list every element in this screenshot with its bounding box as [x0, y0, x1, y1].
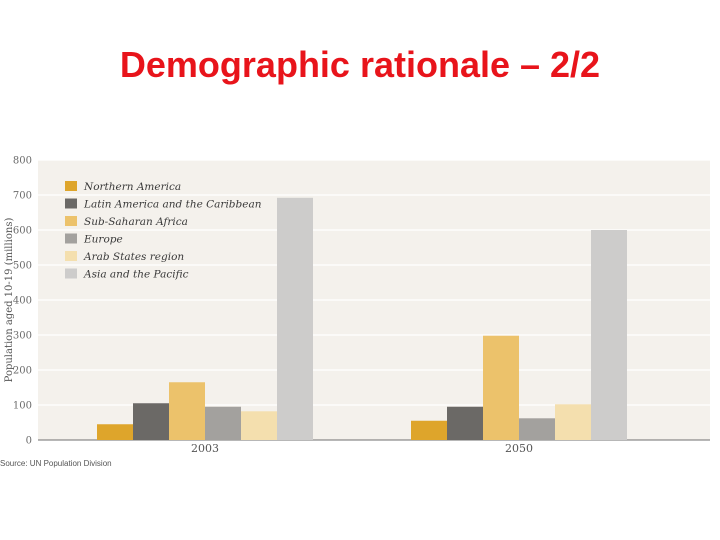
legend-swatch — [65, 216, 77, 226]
bar — [205, 406, 241, 440]
y-axis-label: Population aged 10-19 (millions) — [4, 218, 15, 383]
bar — [241, 411, 277, 440]
bars — [97, 197, 627, 440]
bar — [519, 418, 555, 440]
legend-swatch — [65, 233, 77, 244]
bar — [133, 403, 169, 440]
y-tick-label: 600 — [13, 226, 32, 237]
bar — [555, 404, 591, 440]
source-note: Source: UN Population Division — [0, 459, 112, 468]
legend-label: Sub-Saharan Africa — [84, 216, 188, 228]
bar — [97, 424, 133, 440]
legend: Northern America Latin America and the Ca… — [65, 181, 262, 281]
y-tick-label: 400 — [13, 296, 32, 307]
bar — [591, 230, 627, 440]
x-category-label: 2050 — [505, 442, 533, 455]
bar — [277, 197, 313, 440]
legend-swatch — [65, 181, 77, 191]
slide-title: Demographic rationale – 2/2 — [119, 44, 601, 85]
legend-label: Asia and the Pacific — [83, 269, 189, 281]
y-axis-ticks: 0 100 200 300 400 500 600 700 800 — [13, 156, 32, 447]
population-chart: 0 100 200 300 400 500 600 700 800 2003 2050 North… — [0, 156, 710, 468]
bar — [447, 406, 483, 440]
y-tick-label: 0 — [26, 436, 32, 447]
y-tick-label: 300 — [13, 331, 32, 342]
x-category-label: 2003 — [191, 442, 219, 455]
bar — [411, 420, 447, 440]
y-tick-label: 100 — [13, 401, 32, 412]
legend-label: Northern America — [83, 181, 181, 193]
y-tick-label: 200 — [13, 366, 32, 377]
legend-label: Latin America and the Caribbean — [83, 199, 262, 211]
category-labels: 2003 2050 — [191, 442, 533, 455]
bar — [483, 335, 519, 440]
y-tick-label: 800 — [13, 156, 32, 167]
legend-label: Arab States region — [83, 251, 184, 263]
legend-label: Europe — [83, 234, 123, 246]
y-tick-label: 700 — [13, 191, 32, 202]
legend-swatch — [65, 251, 77, 261]
bar — [169, 382, 205, 440]
legend-swatch — [65, 268, 77, 279]
legend-swatch — [65, 198, 77, 209]
y-tick-label: 500 — [13, 261, 32, 272]
